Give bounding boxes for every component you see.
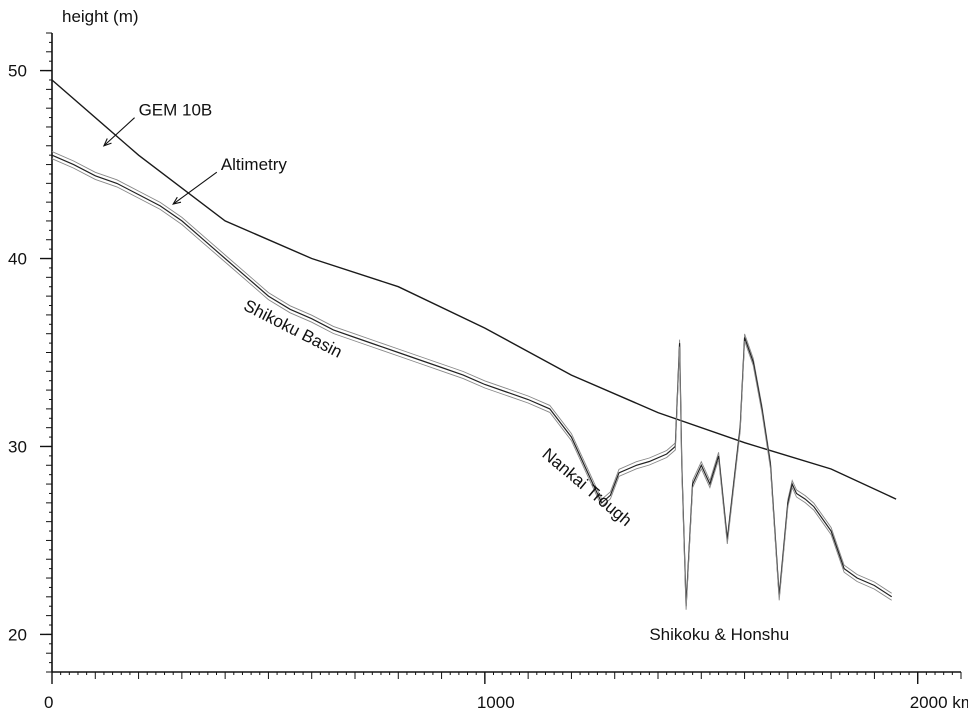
x-tick-label: 2000 km [910, 693, 968, 712]
y-tick-label: 30 [8, 437, 27, 456]
annotation-arrow [103, 117, 135, 147]
tick-labels: 0 1000 2000 km 20 30 40 50 [8, 62, 968, 712]
y-tick-label: 20 [8, 625, 27, 644]
x-tick-label: 0 [44, 693, 53, 712]
annotation-label: Nankai Trough [539, 444, 636, 530]
annotation-label: Shikoku & Honshu [649, 625, 789, 644]
y-tick-label: 50 [8, 62, 27, 81]
axes [51, 33, 961, 673]
annotation-label: Altimetry [221, 155, 288, 174]
altimetry-track-line [51, 154, 893, 607]
gem10b-line [51, 79, 897, 500]
annotation-label: Shikoku Basin [241, 296, 346, 362]
annotation-label: GEM 10B [139, 101, 213, 120]
y-axis-title: height (m) [62, 7, 139, 26]
annotation-arrowhead [102, 138, 112, 147]
tick-marks [40, 32, 962, 684]
altimetry-track-line [51, 158, 892, 610]
x-tick-label: 1000 [477, 693, 515, 712]
series-lines [51, 79, 897, 610]
altimetry-track-line [51, 151, 892, 603]
annotation-arrow [172, 171, 218, 205]
y-tick-label: 40 [8, 250, 27, 269]
annotation-arrowhead [172, 196, 182, 205]
